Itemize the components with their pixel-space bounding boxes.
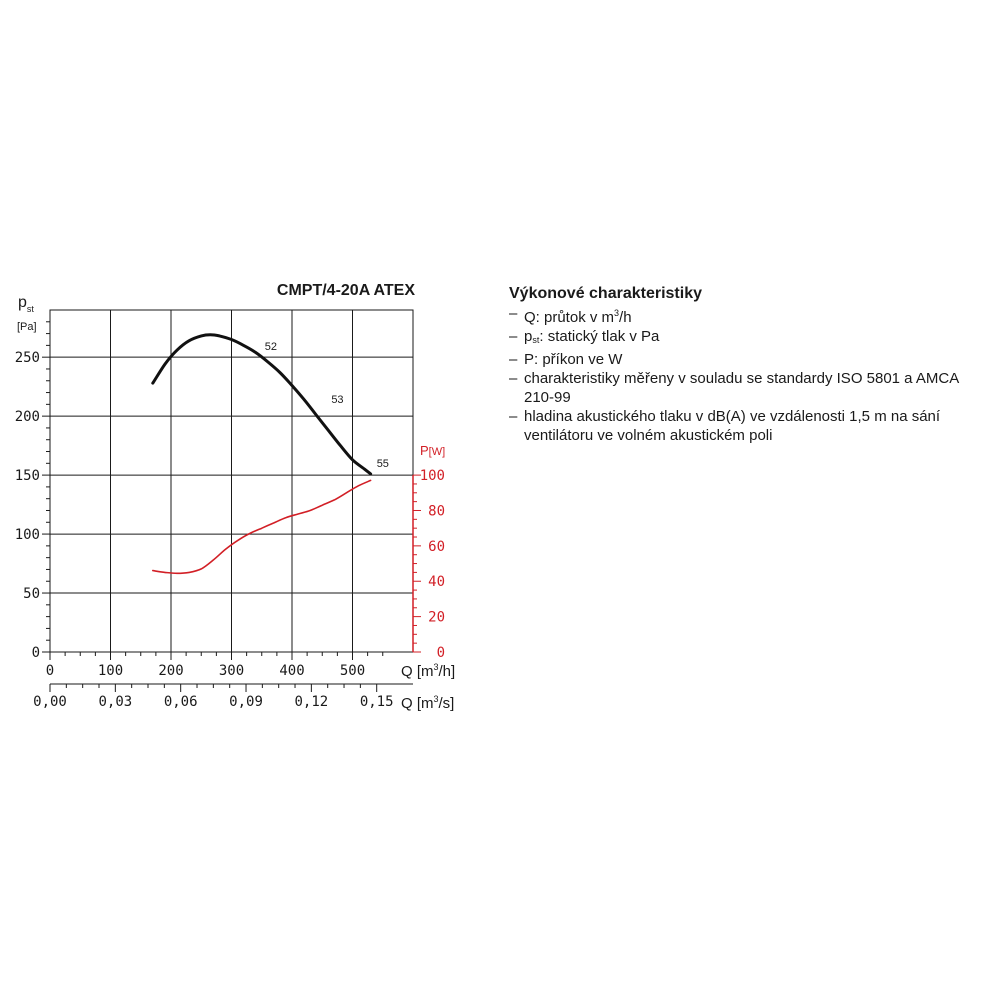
y-axis-unit: [Pa]	[17, 321, 37, 333]
legend-title: Výkonové charakteristiky	[509, 285, 702, 302]
legend-panel: Výkonové charakteristiky Q: průtok v m3/…	[509, 284, 989, 445]
y-tick-label: 200	[15, 409, 40, 425]
pressure-curve	[151, 333, 373, 476]
axes	[42, 321, 421, 692]
y-axis-title: pst	[18, 294, 34, 314]
series	[151, 333, 373, 575]
x-tick-label: 100	[98, 663, 123, 679]
y-right-tick-label: 0	[437, 645, 445, 661]
x2-tick-label: 0,09	[229, 694, 263, 710]
legend-item: hladina akustického tlaku v dB(A) ve vzd…	[509, 407, 989, 445]
legend-item-sup: 3	[614, 308, 620, 318]
y-tick-label: 100	[15, 527, 40, 543]
power-curve	[152, 479, 372, 575]
curve-annotation: 52	[265, 341, 277, 353]
x2-tick-label: 0,12	[295, 694, 329, 710]
y-tick-label: 150	[15, 468, 40, 484]
legend-item-text: Q: průtok v m	[524, 309, 615, 326]
x-tick-label: 400	[279, 663, 304, 679]
y-right-tick-label: 100	[420, 468, 445, 484]
y-right-tick-label: 60	[428, 539, 445, 555]
x2-tick-label: 0,00	[33, 694, 67, 710]
y-right-axis-title: P[W]	[420, 443, 445, 458]
x2-tick-label: 0,15	[360, 694, 394, 710]
legend-item: Q: průtok v m3/h	[509, 304, 989, 327]
legend-item-text: hladina akustického tlaku v dB(A) ve vzd…	[524, 408, 941, 444]
x-tick-label: 300	[219, 663, 244, 679]
legend-list: Q: průtok v m3/hpst: statický tlak v PaP…	[509, 304, 989, 445]
x2-axis-title: Q [m3/s]	[401, 694, 454, 712]
y-tick-label: 0	[32, 645, 40, 661]
legend-item: charakteristiky měřeny v souladu se stan…	[509, 369, 989, 407]
x2-tick-label: 0,03	[98, 694, 132, 710]
legend-item-text-end: /h	[619, 309, 632, 326]
legend-item-text: P: příkon ve W	[524, 351, 623, 368]
labels: 0 50 100 150 200 250 pst [Pa] 0 20 40 60 80 100 P[W] 0 1…	[15, 282, 456, 712]
x-tick-label: 500	[340, 663, 365, 679]
legend-item-text: p	[524, 328, 533, 345]
y-right-tick-label: 80	[428, 503, 445, 519]
legend-item-text-end: : statický tlak v Pa	[539, 328, 660, 345]
legend-item-sub: st	[532, 335, 540, 345]
legend-item: pst: statický tlak v Pa	[509, 327, 989, 350]
x-tick-label: 200	[158, 663, 183, 679]
x-tick-label: 0	[46, 663, 54, 679]
y-right-tick-label: 20	[428, 610, 445, 626]
y-tick-label: 50	[23, 586, 40, 602]
legend-item: P: příkon ve W	[509, 350, 989, 369]
chart-title: CMPT/4-20A ATEX	[277, 282, 415, 299]
grid	[49, 309, 414, 653]
curve-annotation: 53	[331, 394, 343, 406]
curve-annotation: 55	[377, 458, 389, 470]
y-right-tick-label: 40	[428, 574, 445, 590]
x2-tick-label: 0,06	[164, 694, 198, 710]
y-tick-label: 250	[15, 350, 40, 366]
x-axis-title: Q [m3/h]	[401, 662, 455, 680]
legend-item-text: charakteristiky měřeny v souladu se stan…	[524, 370, 959, 406]
